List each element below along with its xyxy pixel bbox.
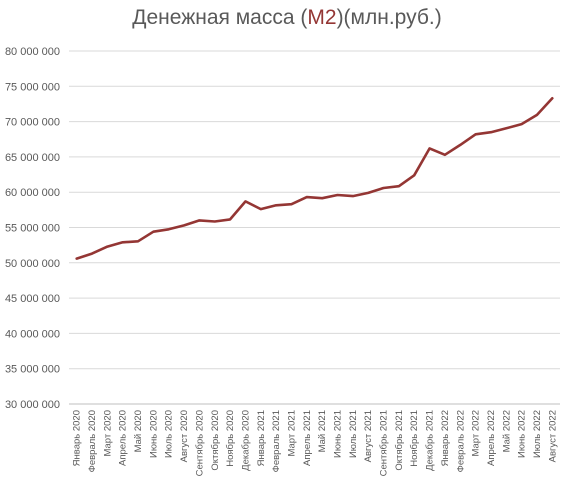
- data-point: [382, 187, 385, 189]
- data-point: [137, 240, 139, 243]
- data-point: [398, 185, 400, 187]
- data-point: [91, 252, 93, 255]
- x-tick-label: Февраль 2021: [271, 410, 282, 472]
- x-tick-label: Июль 2022: [532, 410, 543, 458]
- data-point: [474, 133, 477, 136]
- y-tick-label: 80 000 000: [5, 46, 60, 58]
- x-tick-label: Май 2020: [133, 410, 144, 452]
- data-point: [213, 220, 216, 223]
- x-tick-label: Май 2021: [317, 410, 328, 452]
- x-tick-label: Ноябрь 2021: [409, 410, 420, 467]
- y-tick-label: 35 000 000: [5, 364, 60, 376]
- x-tick-label: Сентябрь 2020: [194, 410, 205, 476]
- chart-title: Денежная масса (М2)(млн.руб.): [0, 6, 574, 30]
- y-tick-label: 60 000 000: [5, 187, 60, 199]
- y-tick-label: 40 000 000: [5, 328, 60, 340]
- data-point: [198, 219, 201, 222]
- x-tick-label: Май 2022: [501, 410, 512, 452]
- chart-title-m2: М2: [307, 6, 337, 29]
- x-tick-label: Ноябрь 2020: [225, 410, 236, 467]
- x-tick-label: Июнь 2022: [517, 410, 528, 458]
- data-point: [367, 192, 370, 194]
- data-point: [352, 195, 354, 197]
- x-tick-label: Сентябрь 2021: [379, 410, 390, 476]
- data-point: [520, 123, 523, 125]
- x-tick-label: Декабрь 2020: [240, 410, 251, 471]
- x-tick-label: Январь 2022: [440, 410, 451, 466]
- data-point: [183, 224, 185, 227]
- data-point: [244, 200, 247, 203]
- data-point: [75, 257, 78, 260]
- x-tick-label: Март 2022: [471, 410, 482, 457]
- data-point: [444, 153, 446, 156]
- x-tick-label: Июнь 2020: [148, 410, 159, 458]
- y-tick-label: 50 000 000: [5, 258, 60, 270]
- x-tick-label: Март 2021: [286, 410, 297, 457]
- data-point: [536, 114, 538, 116]
- x-tick-label: Январь 2020: [72, 410, 83, 466]
- y-tick-label: 65 000 000: [5, 152, 60, 164]
- data-point: [459, 144, 462, 146]
- data-point: [259, 208, 262, 210]
- data-point: [121, 241, 124, 244]
- x-tick-label: Апрель 2021: [302, 410, 313, 466]
- data-point: [413, 174, 416, 177]
- data-point: [152, 230, 155, 233]
- y-tick-label: 70 000 000: [5, 117, 60, 129]
- x-tick-label: Апрель 2020: [118, 410, 129, 466]
- data-point: [106, 245, 109, 248]
- x-tick-label: Февраль 2022: [455, 410, 466, 472]
- data-point: [428, 147, 431, 150]
- chart-title-part-1: Денежная масса (: [132, 6, 308, 29]
- data-point: [551, 97, 554, 100]
- data-point: [167, 228, 170, 231]
- data-point: [490, 131, 492, 133]
- chart-title-part-3: )(млн.руб.): [336, 6, 442, 29]
- x-tick-label: Октябрь 2021: [394, 410, 405, 471]
- x-tick-label: Декабрь 2021: [425, 410, 436, 471]
- x-tick-label: Февраль 2020: [87, 410, 98, 472]
- y-tick-label: 55 000 000: [5, 223, 60, 235]
- y-tick-label: 75 000 000: [5, 81, 60, 93]
- data-point: [290, 203, 293, 206]
- x-tick-label: Август 2022: [547, 410, 558, 462]
- x-tick-label: Октябрь 2020: [210, 410, 221, 471]
- data-point: [321, 197, 323, 200]
- x-tick-label: Апрель 2022: [486, 410, 497, 466]
- x-tick-label: Март 2020: [102, 410, 113, 457]
- x-tick-label: Июль 2020: [164, 410, 175, 458]
- data-point: [275, 204, 277, 207]
- data-point: [336, 194, 339, 196]
- x-tick-label: Июнь 2021: [333, 410, 344, 458]
- x-tick-label: Август 2021: [363, 410, 374, 462]
- y-tick-label: 30 000 000: [5, 399, 60, 411]
- x-tick-label: Август 2020: [179, 410, 190, 462]
- y-tick-label: 45 000 000: [5, 293, 60, 305]
- x-tick-label: Январь 2021: [256, 410, 267, 466]
- data-point: [505, 127, 508, 130]
- data-point: [229, 218, 231, 221]
- data-point: [306, 196, 308, 198]
- series-line: [75, 97, 554, 260]
- x-tick-label: Июль 2021: [348, 410, 359, 458]
